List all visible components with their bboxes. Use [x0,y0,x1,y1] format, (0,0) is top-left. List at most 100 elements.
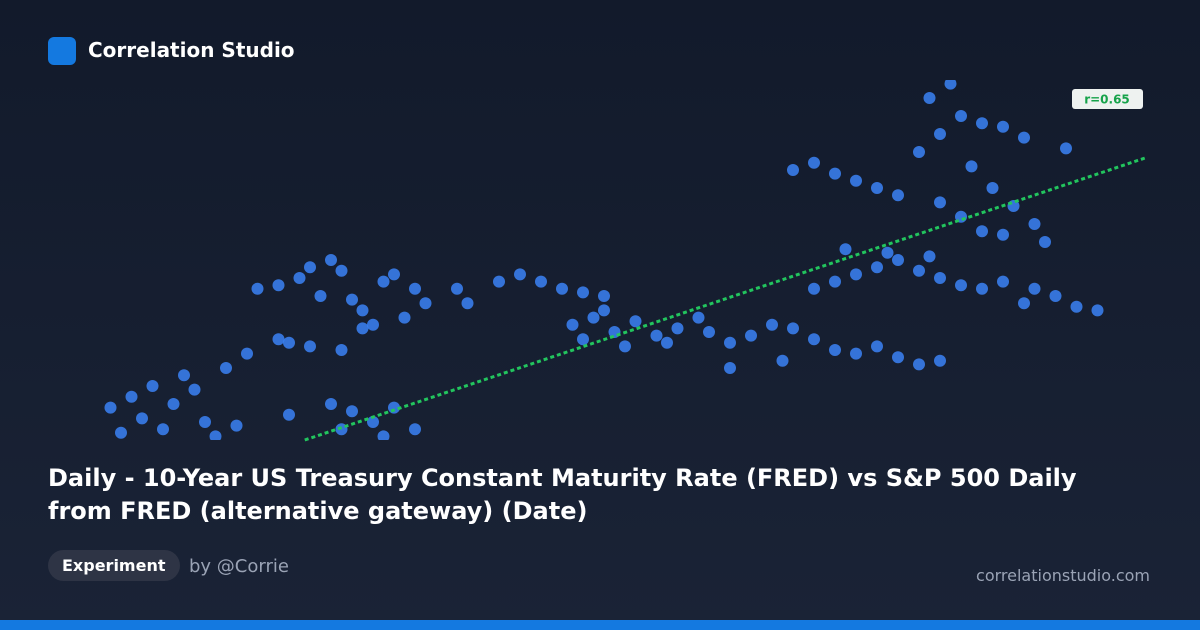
point [325,254,337,266]
point [377,275,390,288]
trend-line [304,156,1146,442]
point [304,261,316,274]
point [356,322,369,335]
point [976,117,988,130]
point [304,340,316,353]
point [115,426,127,439]
point [409,423,421,436]
point [913,146,925,158]
point [1039,236,1051,248]
point [388,268,400,281]
point [136,412,148,425]
point [293,272,306,284]
point [514,268,526,281]
point [367,318,379,331]
scatter-plot: r=0.65 [104,80,1146,442]
point [808,156,820,169]
point [839,243,852,256]
point [283,408,295,421]
point [934,354,946,367]
point [787,322,799,335]
point [398,311,411,324]
point [1070,300,1083,313]
point [955,110,967,122]
point [944,80,957,90]
point [808,333,820,346]
point [409,282,421,295]
point [892,189,904,202]
point [997,275,1009,288]
point [650,329,663,342]
point [1049,290,1062,302]
point [829,275,841,288]
point [913,264,925,277]
point [997,228,1009,241]
tag: Experiment [48,550,180,581]
point [314,290,327,302]
point [377,430,390,440]
point [671,322,684,335]
point [272,279,285,292]
point [766,318,778,331]
point [577,286,589,299]
point [283,336,295,349]
point [629,315,642,328]
point [850,347,862,360]
point [335,264,348,277]
point [923,92,936,104]
bottom-bar [0,620,1200,630]
point [955,279,967,292]
point [1028,282,1041,295]
point [787,164,799,176]
point [850,174,862,187]
point [1060,142,1072,155]
author: by @Corrie [189,556,289,577]
point [178,369,190,382]
point [587,311,600,324]
point [251,282,264,295]
point [965,160,978,173]
point [881,246,894,259]
point [146,380,159,392]
point [923,250,936,263]
point [493,275,505,288]
point [367,416,379,428]
point [934,196,946,209]
logo [48,37,76,65]
point [913,358,925,371]
point [577,333,589,346]
point [346,405,358,418]
point [808,282,820,295]
point [1028,218,1041,230]
title: Daily - 10-Year US Treasury Constant Mat… [48,464,1077,525]
point [724,336,736,349]
point [1018,297,1030,310]
point [199,416,211,428]
point [566,318,579,331]
brand: Correlation Studio [88,38,295,62]
point [692,311,705,324]
point [419,297,432,310]
point [125,390,138,403]
point [209,430,222,440]
point [703,326,715,338]
point [724,362,736,374]
point [892,351,904,364]
point [535,275,547,288]
points [104,80,1104,440]
annotation: r=0.65 [1084,93,1130,107]
point [976,225,988,238]
point [598,290,610,302]
point [272,333,285,346]
point [356,304,369,317]
point [325,398,337,410]
point [934,128,946,140]
point [461,297,474,310]
annotation-box [1072,89,1143,109]
point [157,423,169,436]
point [829,167,841,180]
point [598,304,610,317]
point [997,120,1009,133]
point [104,401,117,414]
